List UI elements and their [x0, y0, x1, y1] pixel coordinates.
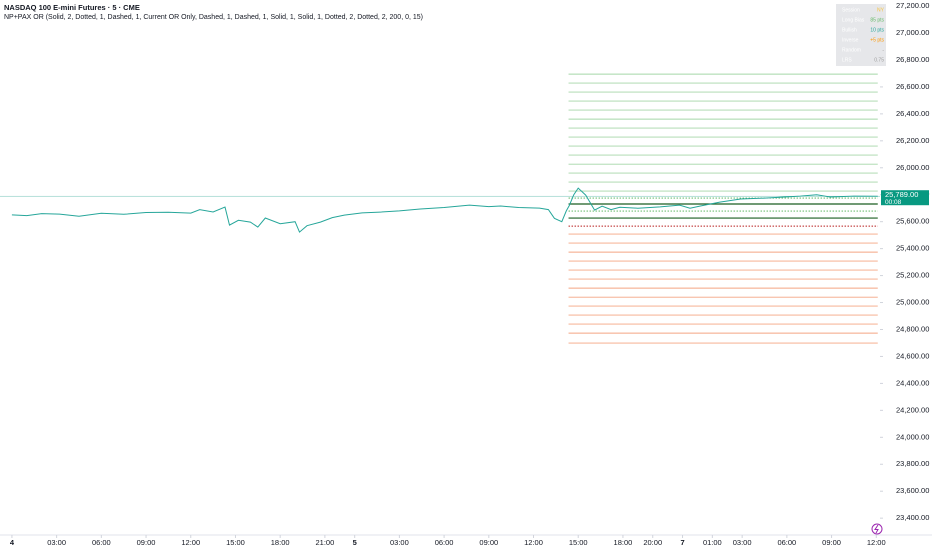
x-tick-label: 12:00 [181, 538, 200, 547]
y-tick-label: 27,200.00 [896, 1, 929, 10]
x-tick-label: 12:00 [867, 538, 886, 547]
x-tick-label: 06:00 [777, 538, 796, 547]
info-value: - [882, 47, 884, 53]
info-value: NY [877, 7, 885, 13]
y-tick-label: 23,800.00 [896, 459, 929, 468]
info-value: 0.75 [874, 57, 884, 63]
x-tick-label: 18:00 [271, 538, 290, 547]
countdown-label: 00:08 [885, 199, 902, 206]
info-key: Bullish [842, 27, 857, 33]
x-tick-label: 06:00 [435, 538, 454, 547]
info-key: Random [842, 47, 861, 53]
y-tick-label: 26,600.00 [896, 82, 929, 91]
x-tick-label: 20:00 [643, 538, 662, 547]
y-tick-label: 25,200.00 [896, 271, 929, 280]
y-tick-label: 24,800.00 [896, 324, 929, 333]
info-key: Session [842, 7, 860, 13]
x-tick-label: 15:00 [226, 538, 245, 547]
info-table [836, 4, 886, 66]
y-tick-label: 23,400.00 [896, 513, 929, 522]
y-tick-label: 24,000.00 [896, 432, 929, 441]
x-tick-label: 09:00 [137, 538, 156, 547]
last-price-box [881, 190, 929, 206]
x-tick-label: 15:00 [569, 538, 588, 547]
x-tick-label: 09:00 [479, 538, 498, 547]
y-tick-label: 27,000.00 [896, 28, 929, 37]
price-line [11, 187, 878, 233]
y-tick-label: 26,200.00 [896, 136, 929, 145]
x-tick-label: 01:00 [703, 538, 722, 547]
x-tick-label: 09:00 [822, 538, 841, 547]
x-tick-label: 03:00 [733, 538, 752, 547]
chart-title: NASDAQ 100 E-mini Futures · 5 · CME [4, 3, 140, 12]
x-tick-label: 5 [353, 538, 357, 547]
y-tick-label: 26,800.00 [896, 55, 929, 64]
info-key: Inverse [842, 37, 859, 43]
info-value: +5 pts [870, 37, 884, 43]
x-tick-label: 21:00 [315, 538, 334, 547]
x-tick-label: 18:00 [614, 538, 633, 547]
info-key: LRS [842, 57, 852, 63]
x-tick-label: 12:00 [524, 538, 543, 547]
y-tick-label: 24,400.00 [896, 378, 929, 387]
x-tick-label: 03:00 [47, 538, 66, 547]
lightning-icon[interactable] [871, 523, 883, 535]
y-tick-label: 25,600.00 [896, 217, 929, 226]
y-tick-label: 25,000.00 [896, 298, 929, 307]
info-key: Long Bias [842, 17, 865, 23]
info-value: 10 pts [870, 27, 884, 33]
indicator-label: NP+PAX OR (Solid, 2, Dotted, 1, Dashed, … [4, 14, 423, 21]
info-value: 85 pts [870, 17, 884, 23]
y-tick-label: 26,400.00 [896, 109, 929, 118]
y-tick-label: 25,400.00 [896, 244, 929, 253]
y-tick-label: 26,000.00 [896, 163, 929, 172]
last-price-label: 25,789.00 [885, 190, 918, 199]
y-tick-label: 24,200.00 [896, 405, 929, 414]
lightning-bolt [874, 524, 879, 534]
x-tick-label: 7 [680, 538, 684, 547]
x-tick-label: 06:00 [92, 538, 111, 547]
x-tick-label: 4 [10, 538, 15, 547]
y-tick-label: 24,600.00 [896, 351, 929, 360]
x-tick-label: 03:00 [390, 538, 409, 547]
y-tick-label: 23,600.00 [896, 486, 929, 495]
